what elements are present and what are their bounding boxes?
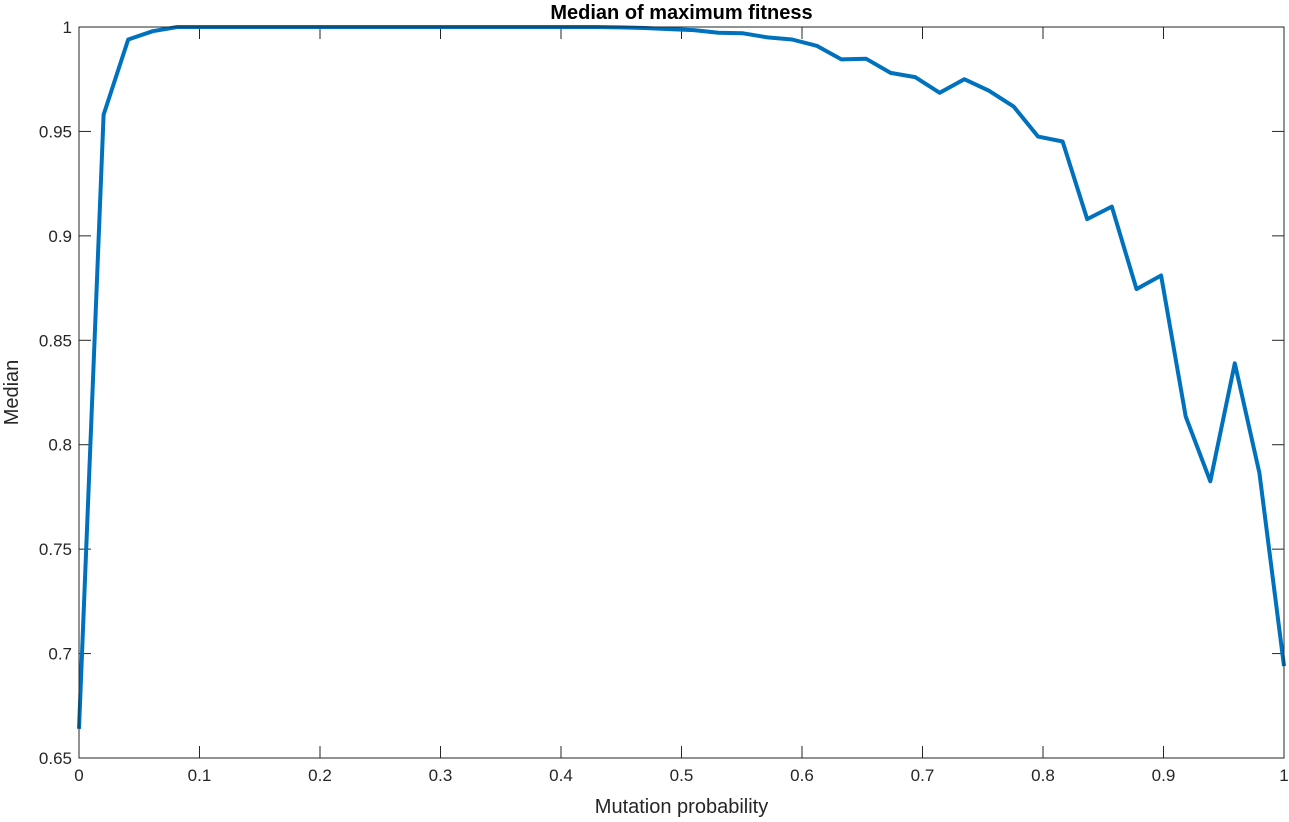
labels-layer: 0 0.1 0.2 0.3 0.4 0.5 0.6 0.7 0.8 0.9 1 0.65 0.7 0.75…: [39, 18, 1289, 785]
plot-box: [78, 26, 1285, 759]
y-tick-label: 0.75: [39, 540, 72, 559]
y-tick-label: 0.65: [39, 749, 72, 768]
y-tick-label: 0.85: [39, 331, 72, 350]
x-tick-label: 0.8: [1031, 766, 1055, 785]
x-tick-label: 0.6: [790, 766, 814, 785]
y-axis-title: Median: [1, 360, 23, 426]
y-tick-label: 0.7: [48, 645, 72, 664]
x-axis-title: Mutation probability: [595, 796, 768, 818]
x-tick-label: 0.1: [188, 766, 212, 785]
x-tick-label: 0.5: [670, 766, 694, 785]
x-tick-label: 0.9: [1152, 766, 1176, 785]
x-tick-label: 1: [1279, 766, 1288, 785]
x-tick-label: 0.7: [911, 766, 935, 785]
y-tick-label: 0.9: [48, 227, 72, 246]
x-tick-label: 0: [74, 766, 83, 785]
y-tick-label: 0.8: [48, 436, 72, 455]
chart-title: Median of maximum fitness: [550, 2, 812, 24]
x-tick-label: 0.3: [429, 766, 453, 785]
plot-background: [79, 27, 1284, 758]
y-tick-label: 0.95: [39, 122, 72, 141]
x-tick-label: 0.2: [308, 766, 332, 785]
x-tick-label: 0.4: [549, 766, 573, 785]
y-tick-label: 1: [63, 18, 72, 37]
